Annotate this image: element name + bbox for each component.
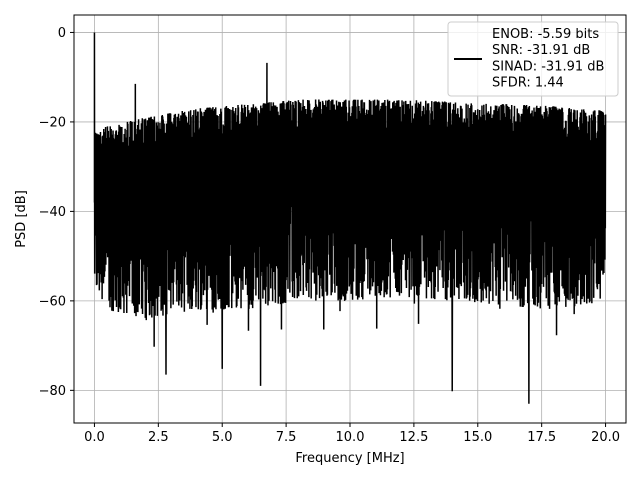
x-axis-title: Frequency [MHz] [295, 451, 404, 466]
legend-box [447, 21, 619, 97]
legend-line-sfdr: SFDR: 1.44 [492, 76, 564, 91]
x-tick-label: 17.5 [527, 430, 556, 445]
legend: ENOB: -5.59 bits SNR: -31.91 dB SINAD: -… [447, 21, 619, 97]
x-axis-ticks: 0.0 2.5 5.0 7.5 10.0 12.5 15.0 17.5 20.0 [84, 423, 620, 445]
x-tick-label: 20.0 [591, 430, 620, 445]
x-tick-label: 10.0 [336, 430, 365, 445]
x-tick-label: 12.5 [399, 430, 428, 445]
y-tick-label: −60 [39, 294, 66, 309]
x-tick-label: 5.0 [212, 430, 233, 445]
psd-series-line [93, 32, 607, 404]
y-tick-label: −80 [39, 384, 66, 399]
legend-line-enob: ENOB: -5.59 bits [492, 27, 599, 42]
y-axis-title: PSD [dB] [14, 190, 29, 248]
x-tick-label: 7.5 [276, 430, 297, 445]
y-axis-ticks: 0 −20 −40 −60 −80 [39, 26, 74, 399]
legend-line-sinad: SINAD: -31.91 dB [492, 59, 604, 74]
x-tick-label: 0.0 [84, 430, 105, 445]
x-tick-label: 2.5 [148, 430, 169, 445]
x-tick-label: 15.0 [463, 430, 492, 445]
y-tick-label: −20 [39, 115, 66, 130]
plot-area [93, 32, 607, 404]
y-tick-label: 0 [58, 26, 66, 41]
y-tick-label: −40 [39, 205, 66, 220]
legend-line-snr: SNR: -31.91 dB [492, 43, 590, 58]
